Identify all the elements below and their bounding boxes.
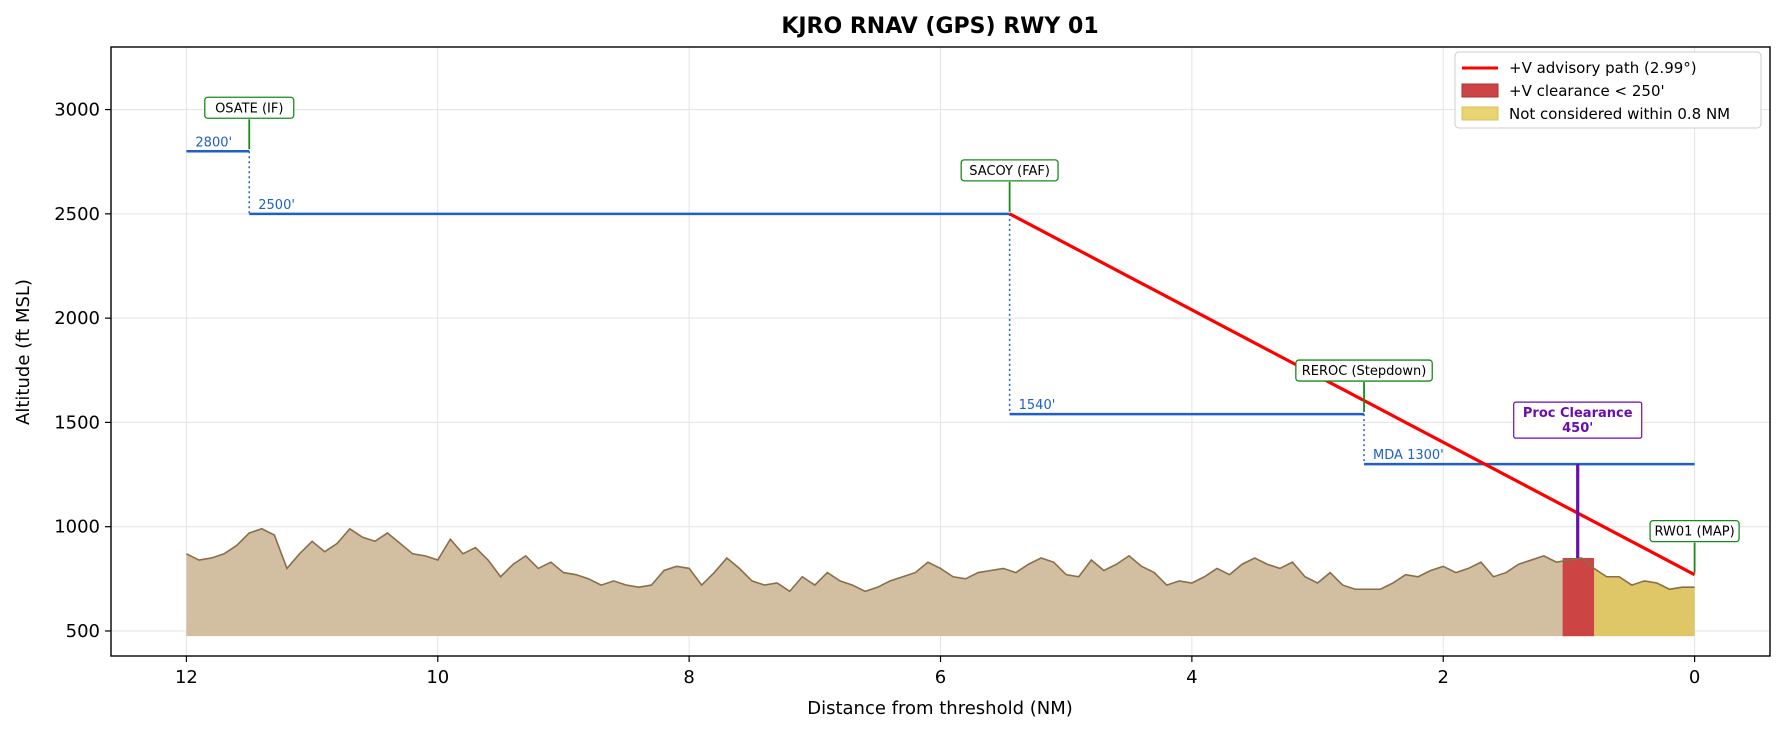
x-tick-label: 2 [1438,667,1449,688]
terrain-fill [186,528,1695,637]
fix-label-box [960,159,1059,182]
legend-label: +V clearance < 250' [1509,82,1665,100]
x-tick-label: 8 [683,667,694,688]
fix-label: OSATE (IF) [215,101,283,116]
y-tick-label: 500 [66,621,100,642]
legend-box [1454,51,1762,129]
y-tick-label: 2500 [54,204,100,225]
x-tick-label: 4 [1186,667,1197,688]
terrain-outline [186,527,1695,593]
legend-label: +V advisory path (2.99°) [1509,59,1697,77]
proc-clearance-box [1513,401,1643,439]
legend-label: Not considered within 0.8 NM [1509,105,1730,123]
fix-label: RW01 (MAP) [1655,525,1735,540]
legend-swatch-patch [1461,106,1499,121]
advisory-path-line [1008,212,1696,577]
legend-swatch-patch [1461,83,1499,98]
y-tick-label: 1000 [54,517,100,538]
x-tick-label: 10 [426,667,449,688]
proc-clearance-value: 450' [1562,421,1593,436]
fix-label: SACOY (FAF) [969,164,1050,179]
altitude-segment-label: 2800' [195,135,232,150]
yellow-zone-not-considered [1594,568,1695,637]
y-tick-label: 2000 [54,308,100,329]
altitude-segment-label: 1540' [1019,398,1056,413]
fix-label-box [204,96,295,119]
y-tick-label: 3000 [54,100,100,121]
fix-label: REROC (Stepdown) [1302,364,1427,379]
proc-clearance-label: Proc Clearance [1523,406,1633,421]
x-tick-label: 0 [1689,667,1700,688]
plot-area: 2800'2500'1540'MDA 1300'Proc Clearance45… [54,46,1771,688]
altitude-segment-label: 2500' [258,198,295,213]
x-axis-title: Distance from threshold (NM) [807,698,1073,719]
x-tick-label: 12 [175,667,198,688]
y-tick-label: 1500 [54,412,100,433]
y-axis-title: Altitude (ft MSL) [13,279,34,425]
fix-label-box [1649,520,1740,543]
chart-title: KJRO RNAV (GPS) RWY 01 [781,14,1098,39]
x-tick-label: 6 [935,667,946,688]
red-zone-clearance [1562,557,1595,637]
altitude-segment-label: MDA 1300' [1373,448,1444,463]
fix-label-box [1295,359,1433,382]
